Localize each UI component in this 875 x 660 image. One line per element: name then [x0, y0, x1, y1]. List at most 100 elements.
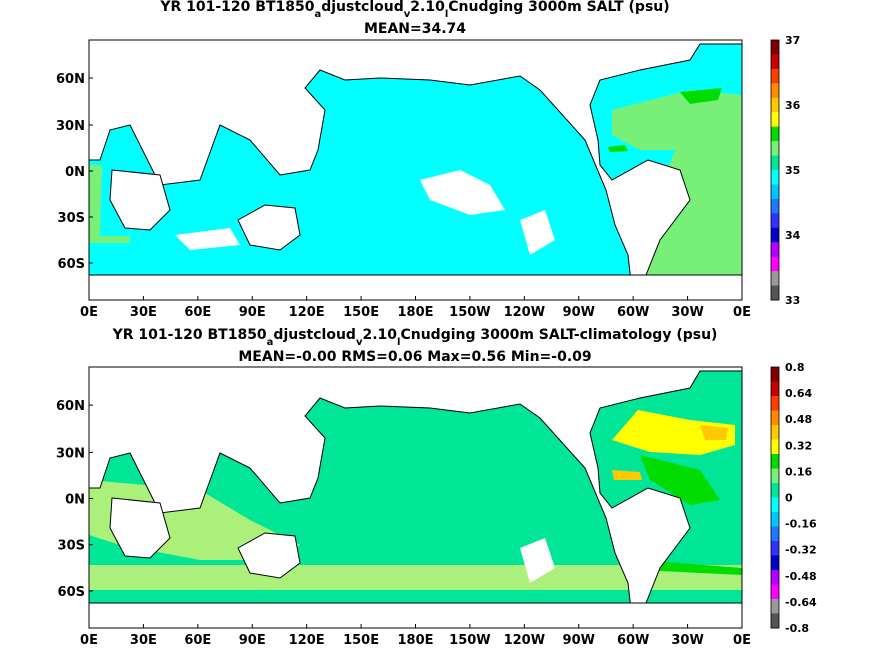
lon-tick-label: 60W — [617, 633, 649, 648]
colorbar-tick-label: 35 — [785, 164, 800, 177]
southern-tint — [89, 236, 130, 243]
australia — [237, 204, 301, 251]
colorbar-swatch — [771, 54, 779, 70]
colorbar-swatch — [771, 213, 779, 229]
lon-tick-label: 60E — [184, 633, 211, 648]
lon-tick-label: 150E — [343, 305, 379, 320]
colorbar-swatch — [771, 83, 779, 99]
colorbar-swatch — [771, 155, 779, 171]
colorbar-swatch — [771, 410, 779, 426]
north-atlantic-positive-anomaly — [612, 410, 735, 455]
colorbar-tick-label: 36 — [785, 99, 801, 112]
colorbar-tick-label: 0.64 — [785, 387, 812, 400]
colorbar-swatch — [771, 141, 779, 157]
north-atlantic-high — [680, 88, 722, 104]
colorbar-swatch — [771, 541, 779, 556]
lon-tick-label: 150E — [343, 633, 379, 648]
colorbar-swatch — [771, 512, 779, 527]
colorbar-swatch — [771, 483, 779, 498]
colorbar-swatch — [771, 381, 779, 397]
lon-tick-label: 30W — [671, 633, 703, 648]
lat-axis-bottom: 60N 30N 0N 30S 60S — [56, 399, 93, 600]
colorbar-swatch — [771, 367, 779, 382]
lat-tick-label: 30N — [56, 119, 85, 134]
colorbar-swatch — [771, 599, 779, 614]
lon-tick-label: 30E — [130, 633, 157, 648]
africa — [109, 169, 171, 231]
panel-bottom-title-line2: MEAN=-0.00 RMS=0.06 Max=0.56 Min=-0.09 — [238, 349, 591, 365]
lon-tick-label: 120E — [289, 305, 325, 320]
ocean-gap-se-pacific — [520, 538, 555, 583]
lon-tick-label: 150W — [449, 633, 490, 648]
lon-tick-label: 120E — [289, 633, 325, 648]
lon-tick-label: 120W — [504, 633, 545, 648]
colorbar-swatch — [771, 227, 779, 243]
lon-tick-label: 0E — [733, 305, 751, 320]
colorbar-swatch — [771, 271, 779, 287]
caribbean-high — [608, 145, 628, 152]
colorbar-tick-label: -0.32 — [785, 544, 817, 557]
lon-tick-label: 150W — [449, 305, 490, 320]
lon-tick-label: 180E — [397, 305, 433, 320]
lon-tick-label: 60W — [617, 305, 649, 320]
colorbar-tick-label: -0.16 — [785, 518, 817, 531]
colorbar-frame — [770, 39, 780, 301]
lat-tick-label: 60S — [58, 257, 85, 272]
colorbar-swatch — [771, 184, 779, 200]
colorbar-swatch — [771, 242, 779, 258]
colorbar-swatch — [771, 468, 779, 484]
colorbar-swatch — [771, 198, 779, 214]
lat-tick-label: 30S — [58, 539, 85, 554]
ocean-gap-se-pacific — [520, 210, 555, 255]
continents-north — [88, 39, 743, 291]
continents-north — [88, 366, 743, 619]
colorbar-bottom: 0.8 0.64 0.48 0.32 0.16 0 -0.16 -0.32 -0.48 -0.64… — [770, 361, 817, 635]
panel-top-title-line1: YR 101-120 BT1850adjustcloudv2.10lCnudgi… — [159, 0, 669, 20]
panel-top: YR 101-120 BT1850adjustcloudv2.10lCnudgi… — [56, 0, 801, 320]
lat-tick-label: 60N — [56, 399, 85, 414]
map-bottom — [88, 366, 743, 629]
colorbar-swatch — [771, 454, 779, 469]
colorbar-swatch — [771, 439, 779, 455]
lon-tick-label: 180E — [397, 633, 433, 648]
lon-axis-top: 0E 30E 60E 90E 120E 150E 180E 150W 120W 90W 60W 30W… — [80, 296, 751, 320]
lat-tick-label: 60S — [58, 585, 85, 600]
panel-top-title-line2: MEAN=34.74 — [364, 21, 466, 37]
colorbar-swatch — [771, 584, 779, 600]
colorbar-swatch — [771, 97, 779, 113]
colorbar-swatch — [771, 570, 779, 585]
colorbar-swatch — [771, 555, 779, 571]
lon-axis-bottom: 0E 30E 60E 90E 120E 150E 180E 150W 120W 90W 60W 30W… — [80, 624, 751, 648]
lat-tick-label: 60N — [56, 72, 85, 87]
lon-tick-label: 0E — [733, 633, 751, 648]
australia — [237, 532, 301, 579]
lat-axis-top: 60N 30N 0N 30S 60S — [56, 72, 93, 272]
lon-tick-label: 30E — [130, 305, 157, 320]
colorbar-swatch — [771, 126, 779, 142]
lon-tick-label: 0E — [80, 633, 98, 648]
colorbar-swatch — [771, 497, 779, 513]
lon-tick-label: 30W — [671, 305, 703, 320]
atlantic-east-region — [89, 165, 102, 240]
lon-tick-label: 120W — [504, 305, 545, 320]
colorbar-swatch — [771, 256, 779, 272]
colorbar-frame — [770, 366, 780, 629]
colorbar-tick-label: -0.64 — [785, 596, 817, 609]
colorbar-swatch — [771, 68, 779, 84]
colorbar-swatch — [771, 285, 779, 301]
colorbar-swatch — [771, 396, 779, 411]
colorbar-tick-label: 34 — [785, 229, 801, 242]
colorbar-swatch — [771, 526, 779, 542]
lat-tick-label: 30N — [56, 446, 85, 461]
panel-bottom: YR 101-120 BT1850adjustcloudv2.10lCnudgi… — [56, 327, 817, 648]
panel-bottom-title-line1: YR 101-120 BT1850adjustcloudv2.10lCnudgi… — [112, 327, 718, 348]
lon-tick-label: 0E — [80, 305, 98, 320]
colorbar-swatch — [771, 112, 779, 128]
colorbar-tick-label: -0.48 — [785, 570, 817, 583]
lat-tick-label: 0N — [65, 493, 85, 508]
colorbar-tick-label: 37 — [785, 34, 800, 47]
colorbar-top: 37 36 35 34 33 — [770, 34, 801, 307]
colorbar-tick-label: 0.8 — [785, 361, 805, 374]
lon-tick-label: 90E — [239, 633, 266, 648]
colorbar-tick-label: 0.16 — [785, 465, 812, 478]
